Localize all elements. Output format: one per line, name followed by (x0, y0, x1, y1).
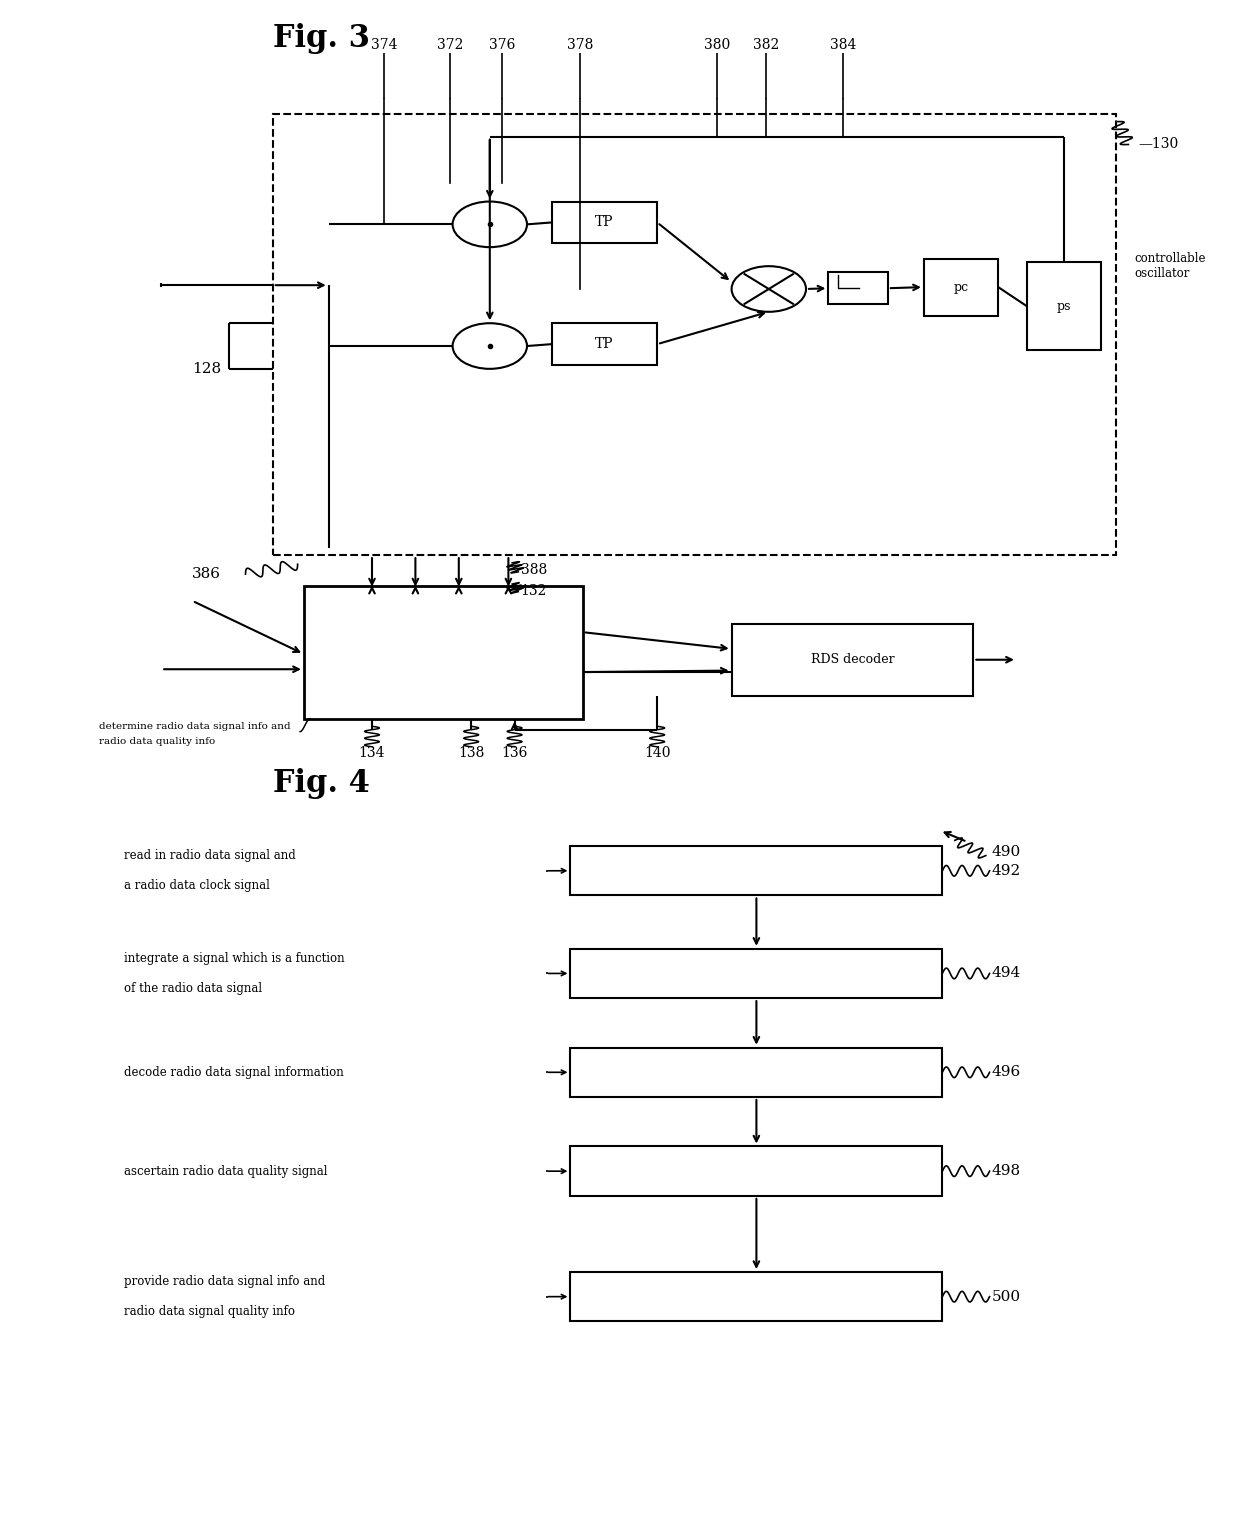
Text: decode radio data signal information: decode radio data signal information (124, 1066, 343, 1078)
Text: 386: 386 (192, 567, 221, 581)
Text: a radio data clock signal: a radio data clock signal (124, 879, 270, 893)
Bar (552, 322, 657, 365)
Bar (570, 846, 942, 896)
Text: controllable
oscillator: controllable oscillator (1135, 252, 1207, 280)
Text: 380: 380 (703, 38, 730, 52)
Text: 492: 492 (992, 864, 1022, 878)
Text: 134: 134 (358, 745, 386, 759)
Text: 138: 138 (458, 745, 485, 759)
Text: integrate a signal which is a function: integrate a signal which is a function (124, 952, 345, 964)
Text: —130: —130 (1138, 137, 1178, 152)
Text: Fig. 3: Fig. 3 (273, 23, 370, 53)
Text: pc: pc (954, 280, 968, 294)
Bar (924, 259, 998, 316)
Bar (1027, 262, 1101, 350)
Text: 378: 378 (567, 38, 594, 52)
Text: 128: 128 (192, 362, 221, 376)
Text: 140: 140 (644, 745, 671, 759)
Text: 384: 384 (830, 38, 857, 52)
Text: determine radio data signal info and: determine radio data signal info and (99, 721, 291, 730)
Text: 496: 496 (992, 1065, 1022, 1080)
Text: read in radio data signal and: read in radio data signal and (124, 849, 296, 862)
Bar (304, 586, 583, 719)
Text: 498: 498 (992, 1164, 1021, 1179)
Text: provide radio data signal info and: provide radio data signal info and (124, 1275, 325, 1288)
Text: radio data signal quality info: radio data signal quality info (124, 1305, 295, 1319)
Text: TP: TP (595, 216, 614, 230)
Text: 382: 382 (753, 38, 780, 52)
Text: 372: 372 (436, 38, 464, 52)
Text: of the radio data signal: of the radio data signal (124, 983, 262, 995)
Text: 500: 500 (992, 1290, 1021, 1303)
Text: 494: 494 (992, 966, 1022, 981)
Bar (552, 201, 657, 243)
Text: ps: ps (1056, 300, 1071, 313)
Text: 374: 374 (371, 38, 398, 52)
Text: radio data quality info: radio data quality info (99, 736, 216, 745)
Text: 136: 136 (501, 745, 528, 759)
Text: 376: 376 (489, 38, 516, 52)
Text: Fig. 4: Fig. 4 (273, 768, 370, 799)
Bar (570, 1147, 942, 1196)
Text: ascertain radio data quality signal: ascertain radio data quality signal (124, 1165, 327, 1177)
Bar (570, 1048, 942, 1097)
Text: TP: TP (595, 338, 614, 351)
Text: 132: 132 (521, 584, 547, 598)
Text: 490: 490 (992, 844, 1022, 859)
Text: 388: 388 (521, 563, 547, 576)
Bar (570, 1272, 942, 1322)
Bar (570, 949, 942, 998)
Bar (273, 114, 1116, 555)
Text: RDS decoder: RDS decoder (811, 653, 894, 666)
Bar (732, 624, 973, 695)
Bar (828, 272, 888, 304)
